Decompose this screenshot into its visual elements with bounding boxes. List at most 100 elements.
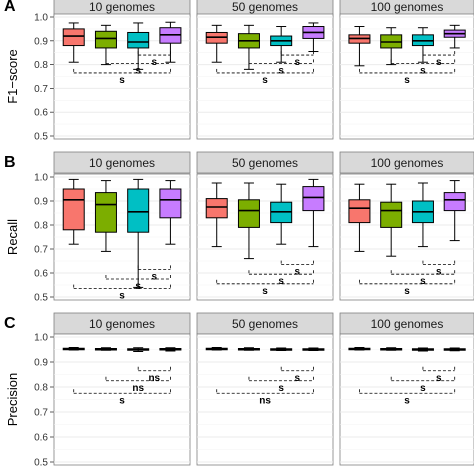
comparison-bracket: s bbox=[105, 275, 171, 292]
comparison-bracket: ns bbox=[105, 376, 171, 394]
panel-letter: B bbox=[4, 154, 16, 171]
comparison-bracket: s bbox=[248, 59, 314, 76]
significance-label: s bbox=[278, 383, 284, 394]
significance-label: s bbox=[135, 65, 141, 76]
box-2 bbox=[94, 24, 117, 66]
box-3 bbox=[127, 178, 150, 288]
comparison-bracket: s bbox=[359, 389, 456, 406]
significance-label: ns bbox=[259, 395, 271, 406]
y-tick-label: 1.0 bbox=[34, 173, 48, 184]
y-tick-label: 0.5 bbox=[34, 132, 48, 143]
significance-label: s bbox=[436, 267, 442, 278]
significance-label: s bbox=[295, 57, 301, 68]
significance-label: s bbox=[119, 291, 125, 302]
comparison-bracket: s bbox=[248, 376, 314, 394]
significance-label: s bbox=[262, 75, 268, 86]
box-1 bbox=[205, 182, 228, 248]
significance-label: s bbox=[420, 65, 426, 76]
panel-letter: C bbox=[4, 315, 16, 332]
comparison-bracket: s bbox=[280, 51, 314, 68]
box-1 bbox=[348, 347, 371, 351]
facet-title: 10 genomes bbox=[89, 317, 155, 331]
box-body bbox=[127, 31, 150, 49]
significance-label: s bbox=[436, 57, 442, 68]
box-3 bbox=[411, 182, 434, 248]
box-body bbox=[62, 188, 85, 231]
comparison-bracket: s bbox=[390, 270, 456, 287]
box-2 bbox=[380, 183, 403, 257]
y-tick-label: 0.6 bbox=[34, 269, 48, 280]
comparison-bracket: ns bbox=[137, 366, 171, 384]
box-2 bbox=[94, 180, 117, 252]
box-body bbox=[94, 30, 117, 49]
facet-strip bbox=[53, 151, 191, 174]
y-axis-label: Recall bbox=[5, 219, 20, 255]
box-2 bbox=[380, 27, 403, 66]
comparison-bracket: s bbox=[280, 260, 314, 278]
y-tick-label: 0.7 bbox=[34, 408, 48, 419]
comparison-bracket: s bbox=[216, 68, 314, 86]
y-tick-label: 0.8 bbox=[34, 60, 48, 71]
facet-strip bbox=[339, 151, 474, 174]
significance-label: s bbox=[262, 286, 268, 297]
box-2 bbox=[237, 347, 260, 351]
significance-label: s bbox=[404, 395, 410, 406]
comparison-bracket: s bbox=[280, 366, 314, 384]
box-4 bbox=[302, 178, 325, 248]
box-4 bbox=[159, 180, 182, 245]
comparison-bracket: s bbox=[359, 68, 456, 86]
y-tick-label: 0.7 bbox=[34, 84, 48, 95]
comparison-bracket: s bbox=[137, 265, 171, 282]
box-body bbox=[127, 188, 150, 233]
box-body bbox=[348, 199, 371, 224]
comparison-bracket: s bbox=[422, 260, 456, 278]
facet-title: 50 genomes bbox=[232, 317, 298, 331]
box-1 bbox=[62, 178, 85, 245]
box-4 bbox=[302, 347, 325, 351]
significance-label: s bbox=[152, 271, 158, 282]
comparison-bracket: s bbox=[73, 284, 171, 302]
comparison-bracket: s bbox=[422, 366, 456, 384]
significance-label: s bbox=[278, 65, 284, 76]
box-3 bbox=[411, 347, 434, 352]
significance-label: s bbox=[135, 281, 141, 292]
y-tick-label: 0.5 bbox=[34, 458, 48, 469]
y-tick-label: 1.0 bbox=[34, 13, 48, 24]
box-body bbox=[205, 198, 228, 219]
significance-label: s bbox=[420, 383, 426, 394]
comparison-bracket: s bbox=[73, 68, 171, 86]
box-body bbox=[159, 188, 182, 219]
facet-title: 100 genomes bbox=[371, 156, 444, 170]
comparison-bracket: s bbox=[390, 376, 456, 394]
box-1 bbox=[348, 26, 371, 67]
box-3 bbox=[270, 347, 293, 351]
box-1 bbox=[205, 347, 228, 351]
facet-title: 50 genomes bbox=[232, 156, 298, 170]
box-4 bbox=[159, 347, 182, 352]
box-1 bbox=[62, 22, 85, 63]
box-body bbox=[302, 186, 325, 212]
y-axis-label: F1−score bbox=[5, 49, 20, 104]
significance-label: s bbox=[404, 75, 410, 86]
facet-title: 10 genomes bbox=[89, 156, 155, 170]
comparison-bracket: s bbox=[422, 51, 456, 68]
box-1 bbox=[348, 183, 371, 252]
significance-label: s bbox=[119, 395, 125, 406]
significance-label: s bbox=[404, 286, 410, 297]
y-tick-label: 1.0 bbox=[34, 333, 48, 344]
significance-label: s bbox=[436, 373, 442, 384]
box-1 bbox=[62, 347, 85, 351]
facet-title: 100 genomes bbox=[371, 0, 444, 14]
box-2 bbox=[94, 347, 117, 351]
significance-label: s bbox=[295, 267, 301, 278]
box-2 bbox=[380, 347, 403, 351]
significance-label: s bbox=[420, 276, 426, 287]
comparison-bracket: s bbox=[216, 279, 314, 297]
